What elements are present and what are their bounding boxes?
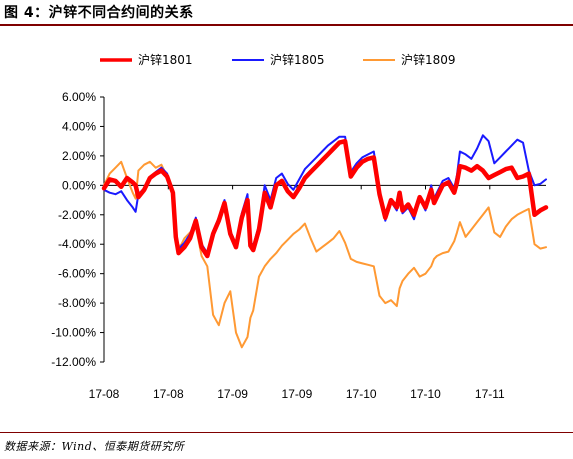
y-tick-label: -8.00% (58, 296, 96, 310)
y-tick-label: -12.00% (51, 355, 96, 369)
y-tick-label: -10.00% (51, 326, 96, 340)
footer-divider (0, 432, 573, 433)
x-axis: 17-08 17-08 17-09 17-09 17-10 17-10 17-11 (89, 184, 546, 401)
legend-label: 沪锌1805 (270, 53, 325, 67)
legend-label: 沪锌1809 (401, 53, 456, 67)
series-layer (101, 134, 549, 349)
y-tick-label: 0.00% (62, 178, 96, 192)
series-line-2 (103, 134, 547, 255)
x-tick-label: 17-10 (410, 387, 441, 401)
title-divider (0, 24, 573, 26)
y-tick-label: 2.00% (62, 149, 96, 163)
x-tick-label: 17-10 (346, 387, 377, 401)
series-line-1 (101, 138, 549, 259)
y-tick-label: -2.00% (58, 208, 96, 222)
y-tick-label: 4.00% (62, 119, 96, 133)
x-tick-label: 17-11 (475, 387, 505, 401)
legend-label: 沪锌1801 (138, 53, 193, 67)
x-tick-label: 17-08 (153, 387, 184, 401)
y-tick-label: 6.00% (62, 90, 96, 104)
figure-title: 图 4：沪锌不同合约间的关系 (4, 5, 194, 21)
y-axis: 6.00% 4.00% 2.00% 0.00% -2.00% -4.00% -6.00% -8… (51, 90, 105, 369)
source-note: 数据来源：Wind、恒泰期货研究所 (4, 440, 185, 453)
y-tick-label: -6.00% (58, 267, 96, 281)
y-tick-label: -4.00% (58, 237, 96, 251)
x-tick-label: 17-09 (217, 387, 248, 401)
x-tick-label: 17-09 (282, 387, 313, 401)
x-tick-label: 17-08 (89, 387, 120, 401)
legend: 沪锌1801 沪锌1805 沪锌1809 (100, 53, 456, 67)
